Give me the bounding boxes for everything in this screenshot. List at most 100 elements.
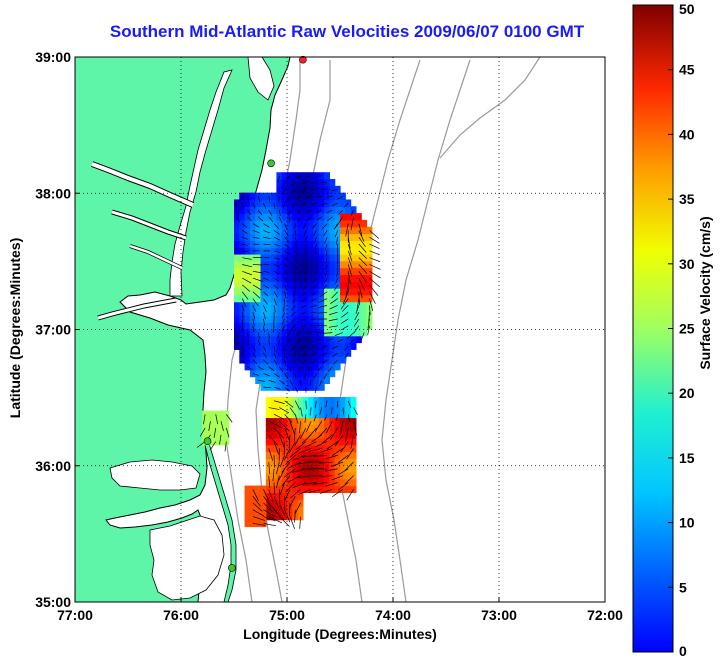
velocity-cell [361,315,368,323]
velocity-arrow [291,189,296,193]
velocity-cell [223,417,230,425]
velocity-cell [265,301,272,310]
velocity-arrow [358,223,363,237]
velocity-cell [265,437,272,446]
velocity-cell [308,349,315,357]
velocity-arrow [278,339,280,346]
velocity-cell [355,240,362,248]
velocity-cell [249,288,256,296]
velocity-cell [329,397,336,405]
velocity-arrow [314,237,317,243]
velocity-arrow [317,366,323,372]
velocity-cell [308,294,315,303]
velocity-cell [249,506,256,514]
colorbar-tick-label: 35 [679,191,695,207]
velocity-arrow [369,277,380,288]
velocity-arrow [333,223,338,230]
y-tick-label: 38:00 [35,185,71,201]
velocity-cell [334,281,341,289]
outer-banks [204,439,237,602]
velocity-vectors [196,175,381,529]
velocity-arrow [263,318,266,326]
velocity-arrow [315,264,317,270]
velocity-arrow [284,230,289,237]
velocity-cell [313,213,320,221]
velocity-arrow [360,332,365,342]
velocity-arrow [252,523,266,526]
velocity-cell [345,403,352,412]
velocity-cell [297,315,304,323]
velocity-arrow [286,332,291,337]
velocity-arrow [331,189,338,192]
velocity-arrow [294,502,301,515]
velocity-cell [297,506,304,514]
velocity-cell [292,431,299,439]
velocity-cell [318,199,325,207]
velocity-cell [234,260,240,269]
velocity-arrow [263,298,268,305]
colorbar-label: Surface Velocity (cm/s) [697,216,713,370]
velocity-arrow [268,448,274,461]
velocity-cell [287,424,293,432]
velocity-arrow [273,277,280,282]
velocity-arrow [350,209,354,216]
velocity-arrow [210,441,217,451]
velocity-cell [276,478,283,487]
velocity-arrow [288,441,296,454]
velocity-arrow [242,257,252,260]
velocity-arrow [298,488,312,495]
velocity-cell [281,512,288,521]
velocity-arrow [252,298,259,307]
velocity-cell [234,253,240,262]
velocity-cell [276,213,283,221]
velocity-cell [265,199,272,207]
velocity-cell [329,185,336,194]
velocity-arrow [315,257,317,263]
velocity-cell [350,260,357,269]
velocity-cell [249,206,256,214]
velocity-cell [292,458,299,466]
velocity-cell [265,451,272,459]
velocity-cell [340,281,346,289]
velocity-arrow [273,223,280,229]
velocity-arrow [213,427,217,438]
velocity-arrow [293,427,296,441]
velocity-cell [329,199,336,207]
velocity-cell [340,288,346,296]
velocity-arrow [308,366,312,372]
velocity-arrow [301,298,307,303]
velocity-cell [340,267,346,275]
velocity-cell [265,424,272,432]
velocity-arrow [247,196,250,202]
velocity-arrow [317,305,328,309]
velocity-arrow [283,441,285,455]
velocity-arrow [284,489,291,502]
velocity-cell [313,206,320,214]
velocity-arrow [279,420,290,432]
velocity-cell [271,192,277,201]
velocity-cell [271,335,277,344]
velocity-cell [265,397,272,405]
velocity-arrow [273,270,280,275]
velocity-arrow [340,318,349,324]
velocity-arrow [224,441,227,452]
velocity-arrow [278,468,285,481]
velocity-cell [340,424,346,432]
velocity-cell [281,376,288,384]
velocity-arrow [301,202,307,206]
velocity-arrow [369,291,376,304]
velocity-arrow [369,230,380,239]
velocity-arrow [333,359,338,365]
velocity-cell [334,437,341,446]
velocity-cell [276,226,283,235]
velocity-cell [234,233,240,241]
velocity-cell [281,199,288,207]
velocity-arrow [358,257,368,266]
velocity-arrow [252,516,266,521]
velocity-cell [239,335,246,344]
velocity-arrow [268,379,276,383]
velocity-arrow [294,237,298,243]
velocity-arrow [226,414,233,423]
velocity-cell [318,308,325,316]
velocity-arrow [252,373,260,376]
